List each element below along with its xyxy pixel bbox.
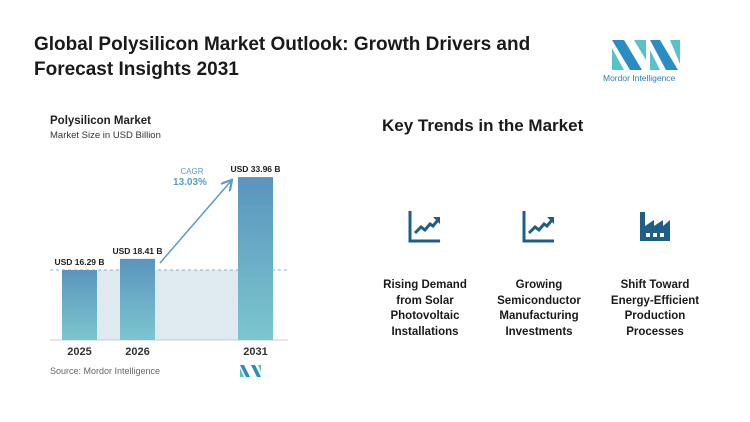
- baseline-band: [97, 270, 238, 340]
- cagr-label: CAGR: [180, 167, 203, 176]
- trend-item: Rising Demand from Solar Photovoltaic In…: [370, 208, 480, 340]
- chart-source: Source: Mordor Intelligence: [50, 366, 161, 376]
- trend-label: Growing Semiconductor Manufacturing Inve…: [497, 279, 581, 338]
- chart-title: Polysilicon Market: [50, 115, 151, 127]
- cagr-arrow: [159, 181, 231, 264]
- bar-2031: [238, 177, 273, 340]
- trend-item: Shift Toward Energy-Efficient Production…: [600, 208, 710, 340]
- trend-up-chart-icon: [408, 211, 440, 243]
- bar-2026: [120, 258, 155, 340]
- bar-2025: [62, 270, 97, 340]
- x-tick-label: 2031: [243, 346, 267, 358]
- mordor-intelligence-logo: [612, 40, 680, 70]
- trend-up-chart-icon: [522, 211, 554, 243]
- small-logo-icon: [240, 365, 261, 377]
- data-label: USD 18.41 B: [112, 246, 162, 256]
- data-label: USD 33.96 B: [230, 164, 280, 174]
- trend-label: Rising Demand from Solar Photovoltaic In…: [383, 279, 467, 338]
- trend-item: Growing Semiconductor Manufacturing Inve…: [484, 208, 594, 340]
- cagr-value: 13.03%: [173, 177, 207, 188]
- chart-subtitle: Market Size in USD Billion: [50, 130, 161, 141]
- trend-label: Shift Toward Energy-Efficient Production…: [610, 279, 700, 338]
- logo-text: Mordor Intelligence: [603, 73, 676, 83]
- x-tick-label: 2025: [67, 346, 91, 358]
- x-tick-label: 2026: [125, 346, 149, 358]
- trends-title: Key Trends in the Market: [382, 116, 584, 135]
- page-title: Global Polysilicon Market Outlook: Growt…: [34, 34, 531, 80]
- factory-icon: [640, 212, 670, 241]
- data-label: USD 16.29 B: [54, 257, 104, 267]
